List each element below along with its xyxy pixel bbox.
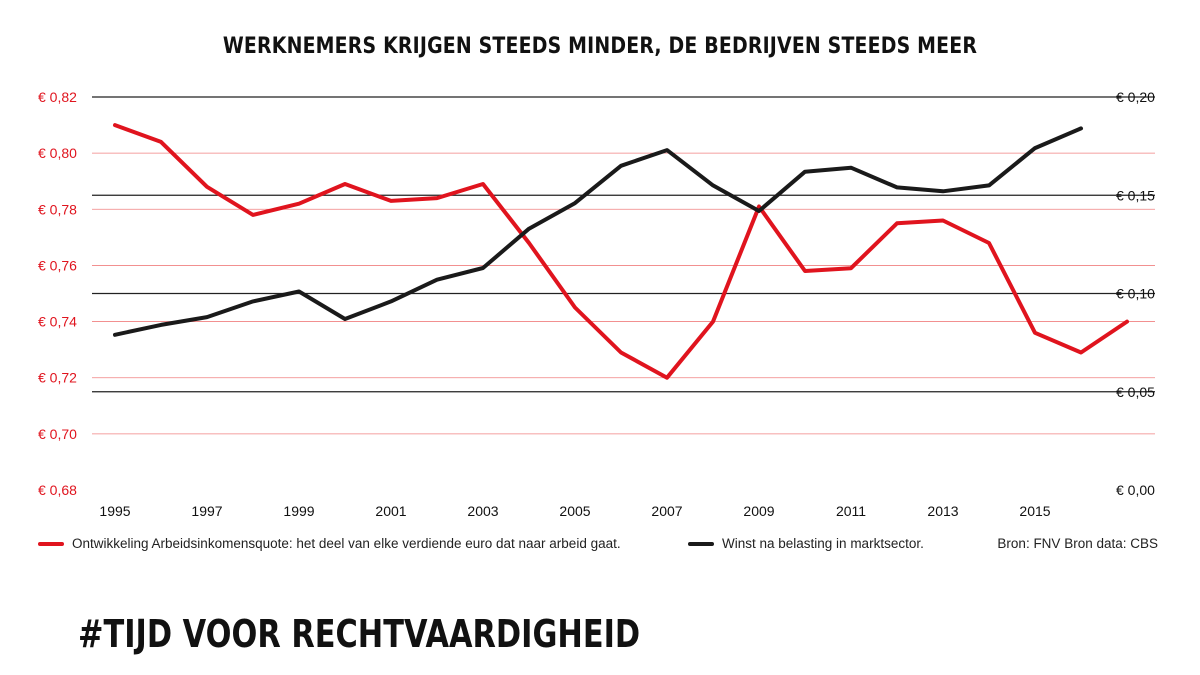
x-tick-label: 2015	[1019, 503, 1050, 519]
series-line-black	[113, 126, 1083, 337]
x-tick-label: 1997	[191, 503, 222, 519]
x-tick-label: 2013	[927, 503, 958, 519]
right-tick-label: € 0,15	[1116, 187, 1155, 203]
right-tick-label: € 0,00	[1116, 482, 1155, 498]
legend-item-black: Winst na belasting in marktsector.	[688, 536, 924, 551]
right-axis-tick-labels: € 0,20 € 0,15 € 0,10 € 0,05 € 0,00	[1116, 89, 1155, 498]
left-tick-label: € 0,72	[38, 370, 77, 386]
x-tick-label: 1995	[99, 503, 130, 519]
legend-label-black: Winst na belasting in marktsector.	[722, 536, 924, 551]
line-chart: € 0,82 € 0,80 € 0,78 € 0,76 € 0,74 € 0,72 € 0,…	[38, 89, 1155, 519]
left-tick-label: € 0,78	[38, 201, 77, 217]
legend-label-red: Ontwikkeling Arbeidsinkomensquote: het d…	[72, 536, 621, 551]
left-tick-label: € 0,82	[38, 89, 77, 105]
grid-black-lines	[92, 96, 1155, 393]
x-tick-label: 2001	[375, 503, 406, 519]
x-tick-label: 2003	[467, 503, 498, 519]
left-axis-tick-labels: € 0,82 € 0,80 € 0,78 € 0,76 € 0,74 € 0,72 € 0,…	[38, 89, 77, 498]
chart-title: WERKNEMERS KRIJGEN STEEDS MINDER, DE BED…	[222, 34, 978, 59]
right-tick-label: € 0,20	[1116, 89, 1155, 105]
x-tick-label: 2007	[651, 503, 682, 519]
left-tick-label: € 0,76	[38, 257, 77, 273]
hashtag: #TIJD VOOR RECHTVAARDIGHEID	[78, 612, 641, 656]
x-tick-label: 2009	[743, 503, 774, 519]
left-tick-label: € 0,68	[38, 482, 77, 498]
right-tick-label: € 0,10	[1116, 286, 1155, 302]
source-note: Bron: FNV Bron data: CBS	[997, 536, 1158, 551]
x-tick-label: 1999	[283, 503, 314, 519]
legend-swatch-black	[688, 541, 714, 546]
grid-red-lines	[92, 96, 1155, 435]
x-tick-label: 2005	[559, 503, 590, 519]
left-tick-label: € 0,74	[38, 314, 77, 330]
left-tick-label: € 0,80	[38, 145, 77, 161]
legend: Ontwikkeling Arbeidsinkomensquote: het d…	[38, 536, 1158, 558]
series-red-group	[113, 123, 1129, 380]
legend-item-red: Ontwikkeling Arbeidsinkomensquote: het d…	[38, 536, 621, 551]
series-line-red	[113, 123, 1129, 380]
x-tick-label: 2011	[836, 503, 866, 519]
x-axis-tick-labels: 1995 1997 1999 2001 2003 2005 2007 2009 2011 2013…	[99, 503, 1050, 519]
series-black-group	[113, 126, 1083, 337]
right-tick-label: € 0,05	[1116, 384, 1155, 400]
left-tick-label: € 0,70	[38, 426, 77, 442]
legend-swatch-red	[38, 541, 64, 546]
